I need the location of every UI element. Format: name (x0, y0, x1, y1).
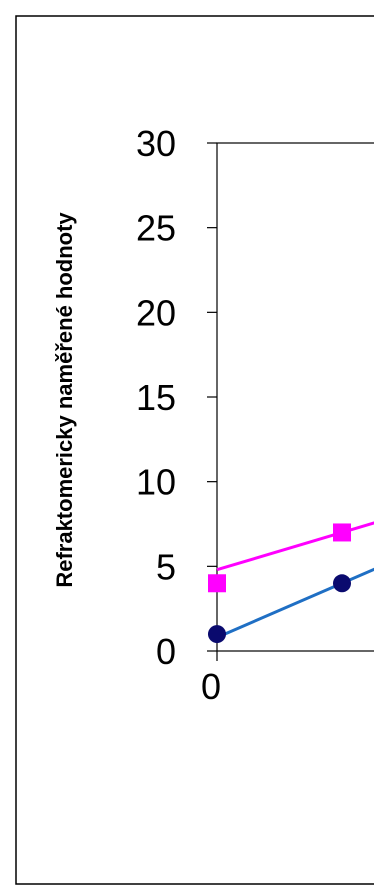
plot-area (216, 142, 374, 652)
series-0-point (208, 574, 226, 593)
series-layer (208, 521, 374, 644)
x-tick-label: 0 (201, 666, 221, 707)
series-1-point (208, 625, 226, 644)
series-0-point (333, 523, 351, 542)
y-axis: 0 5 10 15 20 25 30 (136, 123, 217, 672)
y-tick-label: 10 (136, 462, 176, 503)
x-axis: 0 (201, 651, 221, 707)
y-tick-label: 20 (136, 292, 176, 333)
series-1-point (333, 574, 351, 593)
y-tick-label: 30 (136, 123, 176, 164)
y-axis-title: Refraktomericky naměřené hodnoty (52, 212, 77, 588)
y-tick-label: 0 (156, 631, 176, 672)
series-0-trendline (216, 521, 374, 572)
series-1-trendline (216, 567, 374, 639)
y-tick-label: 5 (156, 546, 176, 587)
y-tick-label: 25 (136, 208, 176, 249)
y-tick-label: 15 (136, 377, 176, 418)
